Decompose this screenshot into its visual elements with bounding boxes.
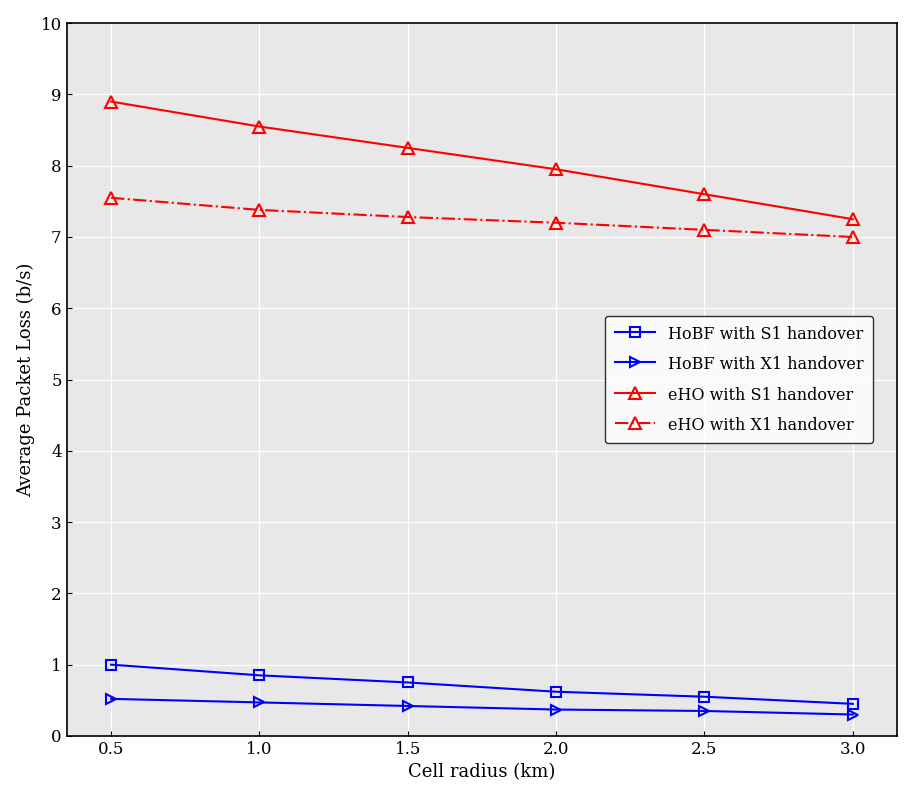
- eHO with S1 handover: [254, 122, 265, 132]
- HoBF with S1 handover: [699, 692, 710, 701]
- Y-axis label: Average Packet Loss (b/s): Average Packet Loss (b/s): [16, 263, 35, 496]
- eHO with X1 handover: [699, 225, 710, 235]
- eHO with S1 handover: [402, 143, 413, 152]
- eHO with S1 handover: [106, 97, 117, 106]
- eHO with S1 handover: [847, 215, 858, 224]
- Legend: HoBF with S1 handover, HoBF with X1 handover, eHO with S1 handover, eHO with X1 : HoBF with S1 handover, HoBF with X1 hand…: [605, 316, 873, 444]
- HoBF with X1 handover: [254, 697, 265, 707]
- HoBF with X1 handover: [699, 706, 710, 716]
- HoBF with S1 handover: [254, 670, 265, 680]
- eHO with X1 handover: [550, 218, 561, 227]
- Line: HoBF with X1 handover: HoBF with X1 handover: [106, 694, 857, 719]
- eHO with S1 handover: [550, 164, 561, 174]
- HoBF with S1 handover: [106, 660, 117, 670]
- eHO with S1 handover: [699, 189, 710, 199]
- Line: eHO with X1 handover: eHO with X1 handover: [105, 192, 859, 243]
- eHO with X1 handover: [254, 205, 265, 215]
- Line: eHO with S1 handover: eHO with S1 handover: [105, 95, 859, 225]
- Line: HoBF with S1 handover: HoBF with S1 handover: [106, 660, 857, 709]
- HoBF with X1 handover: [402, 701, 413, 711]
- HoBF with X1 handover: [847, 709, 858, 719]
- X-axis label: Cell radius (km): Cell radius (km): [409, 764, 556, 781]
- HoBF with X1 handover: [106, 694, 117, 704]
- eHO with X1 handover: [106, 193, 117, 203]
- HoBF with S1 handover: [402, 678, 413, 687]
- HoBF with X1 handover: [550, 705, 561, 714]
- eHO with X1 handover: [402, 212, 413, 222]
- HoBF with S1 handover: [550, 687, 561, 697]
- eHO with X1 handover: [847, 232, 858, 242]
- HoBF with S1 handover: [847, 699, 858, 709]
